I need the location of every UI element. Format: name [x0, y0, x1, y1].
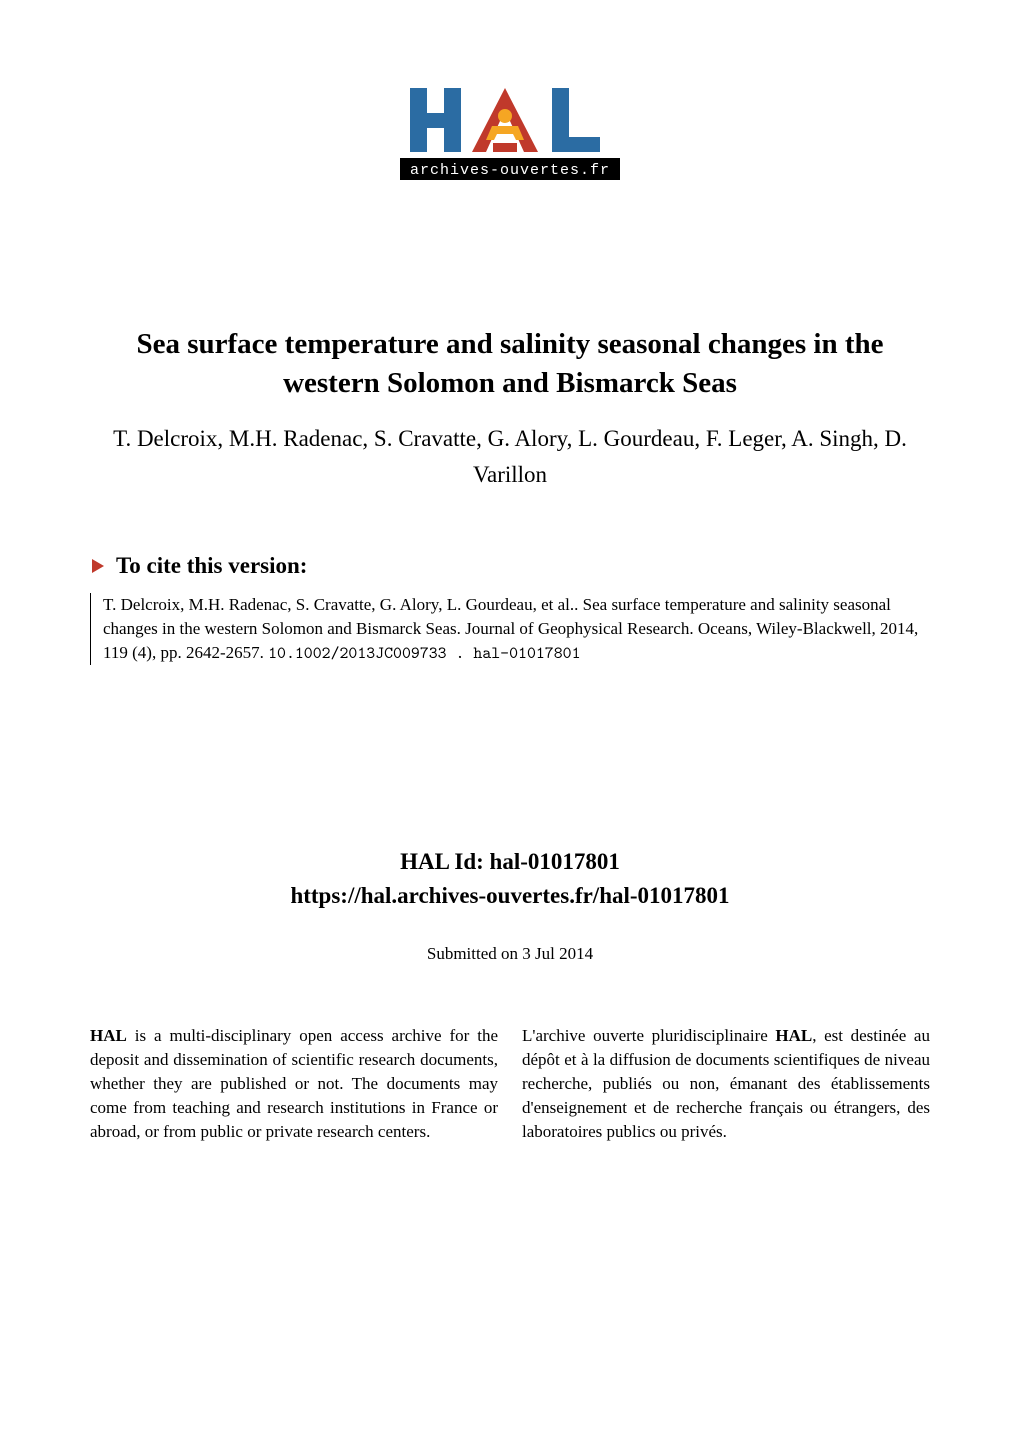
citation-block: T. Delcroix, M.H. Radenac, S. Cravatte, …	[90, 593, 930, 665]
left-column-text: is a multi-disciplinary open access arch…	[90, 1026, 498, 1142]
authors-line: T. Delcroix, M.H. Radenac, S. Cravatte, …	[90, 421, 930, 492]
cite-header: To cite this version:	[90, 553, 930, 579]
hal-id-label: HAL Id: hal-01017801	[90, 845, 930, 880]
hal-id-block: HAL Id: hal-01017801 https://hal.archive…	[90, 845, 930, 914]
paper-title: Sea surface temperature and salinity sea…	[90, 325, 930, 403]
hal-logo-icon: archives-ouvertes.fr	[400, 80, 620, 180]
citation-doi: 10.1002/2013JC009733 .	[268, 642, 473, 664]
hal-bold-left: HAL	[90, 1026, 127, 1045]
submitted-date: Submitted on 3 Jul 2014	[90, 944, 930, 964]
hal-logo-block: archives-ouvertes.fr	[90, 80, 930, 185]
svg-text:archives-ouvertes.fr: archives-ouvertes.fr	[410, 162, 610, 179]
triangle-right-icon	[90, 558, 106, 574]
left-column: HAL is a multi-disciplinary open access …	[90, 1024, 498, 1145]
hal-bold-right: HAL	[775, 1026, 812, 1045]
description-columns: HAL is a multi-disciplinary open access …	[90, 1024, 930, 1145]
right-column-pre: L'archive ouverte pluridisciplinaire	[522, 1026, 775, 1045]
right-column: L'archive ouverte pluridisciplinaire HAL…	[522, 1024, 930, 1145]
cite-header-text: To cite this version:	[116, 553, 307, 579]
hal-url[interactable]: https://hal.archives-ouvertes.fr/hal-010…	[90, 879, 930, 914]
citation-halid: hal-01017801	[473, 642, 580, 664]
